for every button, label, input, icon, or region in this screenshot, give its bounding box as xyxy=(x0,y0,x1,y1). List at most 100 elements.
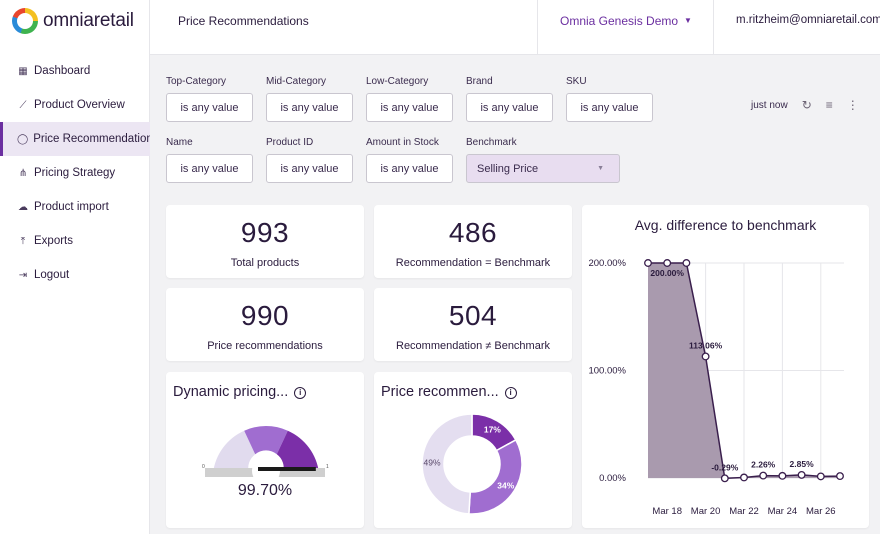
price-recommendations-title: Price recommen... xyxy=(381,384,499,400)
dashboard-tools: just now ↻ ≡ ⋮ xyxy=(751,98,859,112)
gauge-max-label: 1 xyxy=(326,464,329,470)
export-icon: ⤒ xyxy=(20,235,26,247)
sku-input[interactable]: is any value xyxy=(566,93,653,122)
filter-top-category: Top-Category is any value xyxy=(166,76,253,122)
filter-label: Brand xyxy=(466,76,493,87)
dynamic-pricing-title: Dynamic pricing... xyxy=(173,384,289,400)
data-point[interactable] xyxy=(701,352,710,361)
trend-icon: ⟋ xyxy=(19,99,27,111)
data-point[interactable] xyxy=(663,259,672,267)
top-category-input[interactable]: is any value xyxy=(166,93,253,122)
gauge-value: 99.70% xyxy=(238,482,292,499)
gauge-min-label: 0 xyxy=(202,464,205,470)
account-selector-label: Omnia Genesis Demo xyxy=(560,14,679,28)
card-title: Dynamic pricing... i xyxy=(173,384,307,400)
kpi-recommendation-equal: 486 Recommendation = Benchmark xyxy=(374,205,572,278)
data-point[interactable] xyxy=(778,471,787,480)
sidebar-item-label: Product Overview xyxy=(34,99,125,111)
x-tick-label: Mar 20 xyxy=(691,506,721,517)
data-point-label: 2.26% xyxy=(751,460,776,470)
data-point-label: 200.00% xyxy=(650,268,684,278)
data-point[interactable] xyxy=(816,472,825,481)
data-point[interactable] xyxy=(759,471,768,480)
filter-name: Name is any value xyxy=(166,137,253,183)
logo-text: omniaretail xyxy=(43,10,134,31)
user-email[interactable]: m.ritzheim@omniaretail.com xyxy=(736,14,880,26)
low-category-input[interactable]: is any value xyxy=(366,93,453,122)
data-point[interactable] xyxy=(720,474,729,483)
omnia-logo-icon xyxy=(12,8,38,34)
donut-slice-label: 34% xyxy=(497,480,514,490)
filter-icon[interactable]: ≡ xyxy=(825,98,833,112)
info-icon[interactable]: i xyxy=(294,387,307,399)
kpi-label: Total products xyxy=(230,257,300,269)
avg-difference-chart: Mar 18 Mar 20 Mar 22 Mar 24 Mar 26 0.00% 100.0… xyxy=(588,258,844,517)
sidebar-nav: ▦ Dashboard ⟋ Product Overview ◯ Price R… xyxy=(0,54,150,292)
strategy-icon: ⋔ xyxy=(18,167,28,179)
sidebar-item-product-import[interactable]: ☁ Product import xyxy=(0,190,150,224)
amount-in-stock-input[interactable]: is any value xyxy=(366,154,453,183)
filter-benchmark: Benchmark Selling Price ▼ xyxy=(466,137,620,183)
data-point[interactable] xyxy=(836,472,844,481)
caret-down-icon: ▼ xyxy=(684,16,692,25)
filter-mid-category: Mid-Category is any value xyxy=(266,76,353,122)
sidebar-item-label: Exports xyxy=(34,235,73,247)
filter-product-id: Product ID is any value xyxy=(266,137,353,183)
benchmark-select[interactable]: Selling Price ▼ xyxy=(466,154,620,183)
data-point[interactable] xyxy=(682,259,691,267)
kpi-recommendation-not-equal: 504 Recommendation ≠ Benchmark xyxy=(374,288,572,361)
avg-difference-card: Avg. difference to benchmark Mar 18 Mar 2… xyxy=(582,205,869,528)
card-title: Price recommen... i xyxy=(381,384,517,400)
data-point-label: -0.29% xyxy=(711,462,738,472)
sidebar-item-price-recommendations[interactable]: ◯ Price Recommendations xyxy=(0,122,150,156)
sidebar-item-product-overview[interactable]: ⟋ Product Overview xyxy=(0,88,150,122)
sidebar-item-logout[interactable]: ⇥ Logout xyxy=(0,258,150,292)
top-header: Price Recommendations Omnia Genesis Demo… xyxy=(150,0,880,55)
tag-icon: ◯ xyxy=(17,133,29,145)
filter-amount-in-stock: Amount in Stock is any value xyxy=(366,137,453,183)
filter-label: Name xyxy=(166,137,193,148)
cloud-upload-icon: ☁ xyxy=(18,201,28,213)
product-id-input[interactable]: is any value xyxy=(266,154,353,183)
account-selector[interactable]: Omnia Genesis Demo ▼ xyxy=(537,0,714,55)
sidebar-item-exports[interactable]: ⤒ Exports xyxy=(0,224,150,258)
filter-label: SKU xyxy=(566,76,587,87)
refresh-icon[interactable]: ↻ xyxy=(801,98,812,112)
y-tick-label: 0.00% xyxy=(599,473,626,484)
kpi-total-products: 993 Total products xyxy=(166,205,364,278)
kpi-value: 993 xyxy=(240,217,290,248)
kpi-value: 504 xyxy=(448,300,498,331)
x-tick-label: Mar 24 xyxy=(768,506,798,517)
sidebar-item-label: Dashboard xyxy=(34,65,91,77)
sidebar: omniaretail ▦ Dashboard ⟋ Product Overvi… xyxy=(0,0,150,534)
data-point[interactable] xyxy=(644,259,652,267)
logo[interactable]: omniaretail xyxy=(12,8,134,34)
kpi-value: 486 xyxy=(448,217,498,248)
sidebar-item-pricing-strategy[interactable]: ⋔ Pricing Strategy xyxy=(0,156,150,190)
chart-title: Avg. difference to benchmark xyxy=(634,217,817,233)
data-point[interactable] xyxy=(740,473,748,482)
kpi-price-recommendations: 990 Price recommendations xyxy=(166,288,364,361)
data-point[interactable] xyxy=(797,470,806,479)
donut-slice-1[interactable] xyxy=(468,438,523,515)
donut-slice-2[interactable] xyxy=(421,413,473,515)
kpi-value: 990 xyxy=(240,300,290,331)
refresh-timestamp: just now xyxy=(751,99,788,111)
dashboard-icon: ▦ xyxy=(18,65,28,77)
sidebar-item-dashboard[interactable]: ▦ Dashboard xyxy=(0,54,150,88)
brand-input[interactable]: is any value xyxy=(466,93,553,122)
filter-low-category: Low-Category is any value xyxy=(366,76,453,122)
dynamic-pricing-card: Dynamic pricing... i 0 1 99.70% xyxy=(166,372,364,528)
filter-label: Top-Category xyxy=(166,76,227,87)
x-tick-label: Mar 26 xyxy=(806,506,836,517)
y-tick-label: 100.00% xyxy=(588,366,626,377)
name-input[interactable]: is any value xyxy=(166,154,253,183)
kpi-label: Price recommendations xyxy=(207,340,323,352)
info-icon[interactable]: i xyxy=(504,387,517,399)
data-point-label: 2.85% xyxy=(790,459,815,469)
area-fill xyxy=(648,263,840,479)
data-point-label: 113.06% xyxy=(689,340,723,350)
more-options-icon[interactable]: ⋮ xyxy=(846,98,859,112)
mid-category-input[interactable]: is any value xyxy=(266,93,353,122)
sidebar-item-label: Pricing Strategy xyxy=(34,167,116,179)
